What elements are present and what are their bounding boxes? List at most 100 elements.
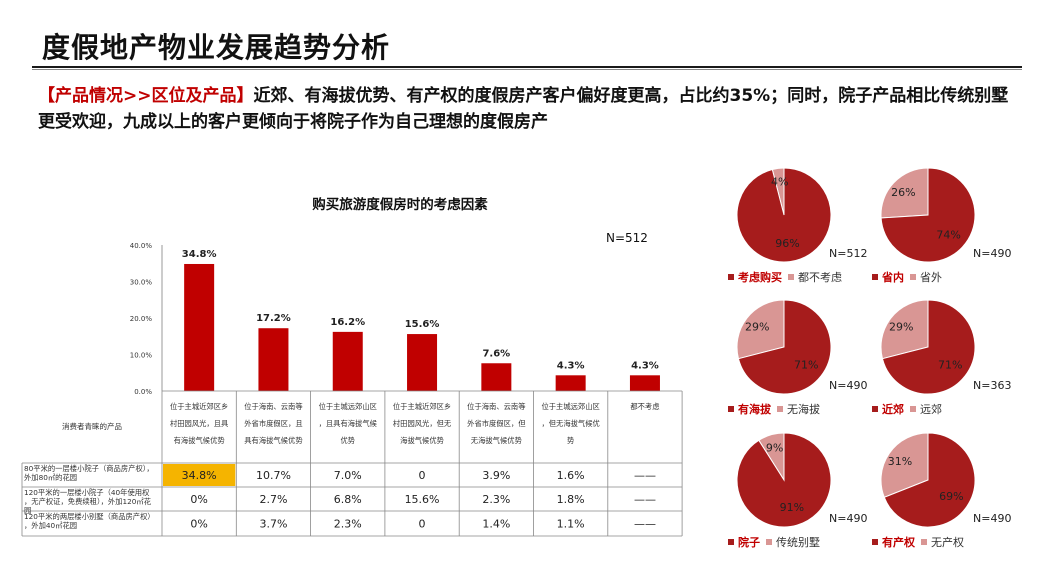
pie-n-label: N=512 [829,247,867,260]
y-tick-label: 40.0% [130,242,153,250]
table-cell: 1.1% [557,518,585,531]
pie-main-label: 91% [780,501,804,514]
bar-value-label: 34.8% [182,249,217,260]
bar-value-label: 16.2% [330,317,365,328]
legend-label-other: 都不考虑 [798,271,842,284]
legend-swatch-main [872,406,878,412]
legend-swatch-other [910,406,916,412]
pie-n-label: N=490 [829,379,867,392]
title-divider-thin [32,69,1022,70]
legend-swatch-main [872,274,878,280]
table-row-label-line: 80平米的一层楼小院子（商品房产权）， [24,464,154,473]
bar [629,375,660,391]
table-cell: 2.3% [334,518,362,531]
category-label-line: 村田园风光，但无 [393,419,451,428]
category-label-line: 位于海南、云南等 [467,402,525,411]
legend-label-other: 远郊 [920,403,942,416]
legend-swatch-other [788,274,794,280]
table-row-label-line: ，外加40㎡花园 [24,521,77,530]
table-cell: 3.7% [259,518,287,531]
legend-label-other: 无产权 [931,535,964,549]
y-tick-label: 30.0% [130,279,153,287]
table-cell: —— [634,469,656,482]
bar-value-label: 15.6% [405,319,440,330]
category-label: 都不考虑 [630,402,660,411]
table-cell: 1.6% [557,469,585,482]
category-label-line: 海拔气候优势 [400,436,444,445]
category-label-line: 位于主城近郊区乡 [170,402,228,411]
pie-slice-main [880,167,976,263]
page-title: 度假地产物业发展趋势分析 [42,31,391,64]
table-cell: 0 [419,469,426,482]
category-label: 位于海南、云南等外省市度假区，且具有海拔气候优势 [244,402,303,445]
legend-label-main: 近郊 [882,402,904,416]
legend-swatch-main [728,539,734,545]
pie-other-label: 31% [888,455,912,468]
table-cell: —— [634,518,656,531]
table-row-label: 80平米的一层楼小院子（商品房产权），外加80㎡的花园 [24,464,154,482]
pie-n-label: N=490 [829,512,867,525]
legend-label-main: 有海拔 [738,402,772,416]
pie-slice-main [736,432,832,528]
bar [258,328,289,391]
table-row-label: 120平米的一层楼小院子（40年使用权，无产权证，免费续租），外加120㎡花园 [24,488,151,515]
pie-main-label: 71% [938,358,962,371]
bar [555,375,586,391]
category-label-line: 有海拔气候优势 [174,436,226,445]
category-label-line: ，但无海拔气候优 [541,419,599,428]
table-cell: 0% [190,518,207,531]
table-row-label: 120平米的两层楼小别墅（商品房产权），外加40㎡花园 [24,512,155,530]
pie-other-label: 29% [745,320,769,333]
table-row-label-line: 120平米的一层楼小院子（40年使用权 [24,488,150,497]
legend-label-other: 传统别墅 [776,536,820,549]
category-label: 位于主城近郊区乡村田园风光，且具有海拔气候优势 [170,402,229,445]
table-cell: 0 [419,518,426,531]
pie-main-label: 74% [936,228,960,241]
legend-swatch-other [921,539,927,545]
bar [481,363,512,391]
pie-chart-panel: 96% 4% N=512 考虑购买 都不考虑 74% 26% N=490 省内 省外 71% 29% N… [700,160,1040,580]
pie-slice-main [737,299,832,395]
category-label-line: 村田园风光，且具 [170,419,229,428]
bar-value-label: 4.3% [557,360,585,371]
legend-label-main: 院子 [738,535,760,549]
legend-label-main: 省内 [881,270,904,284]
bar-value-label: 17.2% [256,313,291,324]
category-label-line: 具有海拔气候优势 [244,436,303,445]
pie-other-label: 29% [889,320,913,333]
bar-value-label: 4.3% [631,360,659,371]
pie-n-label: N=490 [973,512,1011,525]
pie-slice-main [736,167,832,263]
legend-label-other: 省外 [920,271,942,284]
table-cell: 10.7% [256,469,291,482]
legend-swatch-main [728,406,734,412]
category-label: 位于主城远郊山区 ，但无海拔气候优势 [541,402,599,445]
pie-slice-other [880,432,929,498]
table-cell: 2.3% [482,493,510,506]
category-label-line: 位于主城近郊区乡 [393,402,451,411]
category-label-line: 位于主城远郊山区 [541,402,599,411]
legend-label-other: 无海拔 [787,402,820,416]
category-label-line: 都不考虑 [630,402,660,411]
table-cell: 15.6% [405,493,440,506]
summary-body: 近郊、有海拔优势、有产权的度假房产客户偏好度更高，占比约35%；同时，院子产品相… [38,86,1009,132]
legend-swatch-main [728,274,734,280]
table-cell: 3.9% [482,469,510,482]
pie-slice-main [881,299,976,395]
pie-charts: 96% 4% N=512 考虑购买 都不考虑 74% 26% N=490 省内 省外 71% 29% N… [728,167,1011,549]
bar-value-label: 7.6% [482,348,510,359]
category-label-line: ，且具有海拔气候 [319,419,378,428]
table-row-label-line: 园 [24,506,31,515]
pie-slice-other [880,299,929,360]
table-cell: 1.8% [557,493,585,506]
y-tick-label: 20.0% [130,315,153,323]
table-cell: 0% [190,493,207,506]
pie-n-label: N=363 [973,379,1011,392]
legend-swatch-other [910,274,916,280]
table-cell-highlight [163,464,236,486]
pie-slice-main [883,432,976,528]
y-tick-label: 10.0% [130,352,153,360]
table-cell: 7.0% [334,469,362,482]
table-cell: 2.7% [259,493,287,506]
table-cell: 34.8% [182,469,217,482]
